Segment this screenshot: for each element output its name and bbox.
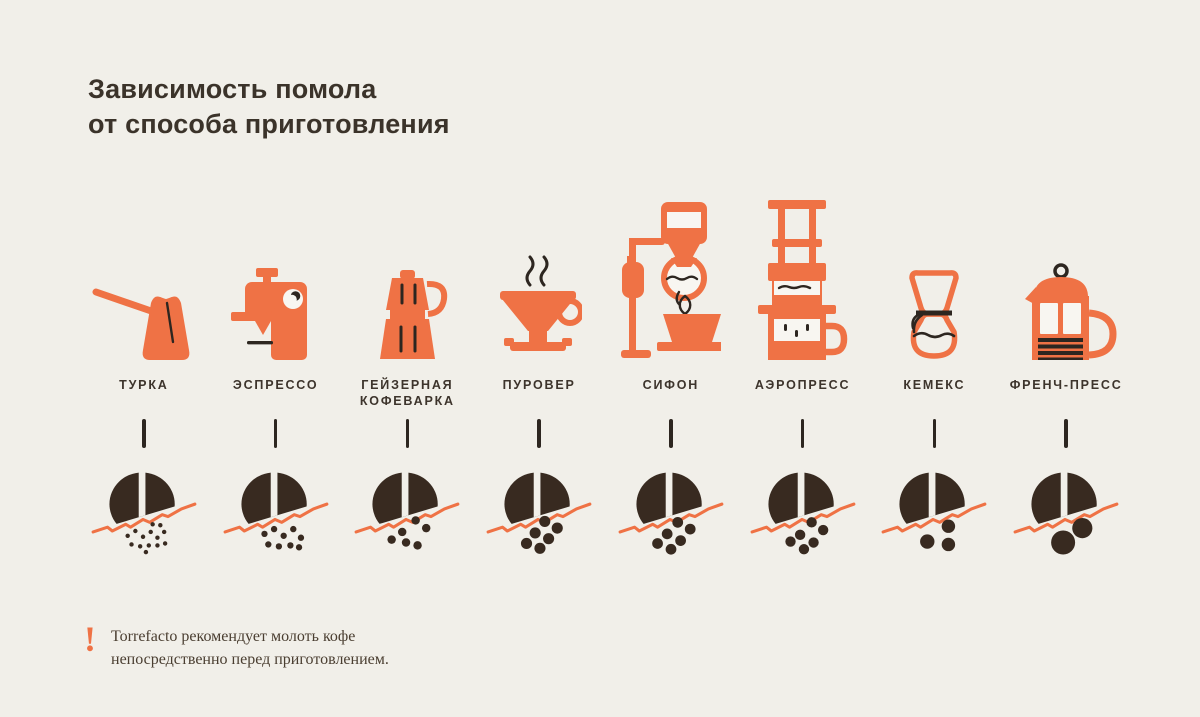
connector-line [932, 419, 937, 448]
method-label-line: КЕМЕКС [903, 378, 966, 392]
method-label: ЭСПРЕССО [233, 377, 318, 411]
exclamation-icon: ! [84, 619, 96, 659]
espresso-machine-icon [230, 268, 307, 360]
method-column: АЭРОПРЕСС [737, 190, 869, 557]
connector-line [800, 419, 805, 448]
brewing-device-icon-box [737, 190, 869, 360]
grind-bean-icon [354, 468, 460, 550]
method-label: ФРЕНЧ-ПРЕСС [1010, 377, 1123, 411]
connector-line [142, 419, 146, 448]
grind-dots [784, 517, 828, 555]
method-column: ЭСПРЕССО [210, 190, 342, 557]
method-label-line: ПУРОВЕР [502, 378, 576, 392]
method-label-line: ТУРКА [119, 378, 169, 392]
aeropress-icon [757, 200, 847, 360]
grind-bean-icon [618, 468, 724, 555]
footnote-line-1: Torrefacto рекомендует молоть кофе [111, 628, 356, 645]
method-label-line: КОФЕВАРКА [359, 394, 455, 408]
grind-bean-icon [223, 468, 329, 551]
title-line-2: от способа приготовления [88, 109, 450, 139]
connector-line [273, 419, 278, 448]
footnote-text: Torrefacto рекомендует молоть кофе непос… [111, 618, 389, 671]
method-label: КЕМЕКС [903, 377, 965, 411]
method-label-line: АЭРОПРЕСС [754, 378, 851, 392]
method-label-line: ЭСПРЕССО [232, 378, 319, 392]
method-label: ТУРКА [119, 377, 168, 411]
pour-over-icon [500, 255, 583, 351]
grind-dots [125, 522, 168, 555]
method-label: ГЕЙЗЕРНАЯ КОФЕВАРКА [360, 377, 455, 411]
brewing-device-icon-box [869, 190, 1001, 360]
method-column: ФРЕНЧ-ПРЕСС [1000, 190, 1132, 557]
grind-bean-icon [1013, 468, 1119, 555]
brewing-device-icon-box [473, 190, 605, 360]
methods-row: ТУРКА ЭСПРЕССО [78, 190, 1132, 557]
method-column: ТУРКА [78, 190, 210, 557]
siphon-icon [620, 202, 721, 358]
connector-line [537, 419, 541, 448]
grind-dots [260, 525, 304, 551]
brewing-device-icon-box [210, 190, 342, 360]
brewing-device-icon-box [605, 190, 737, 360]
method-column: СИФОН [605, 190, 737, 557]
page-title: Зависимость помола от способа приготовлен… [88, 72, 450, 142]
method-column: ПУРОВЕР [473, 190, 605, 557]
moka-pot-icon [379, 270, 448, 359]
method-column: КЕМЕКС [869, 190, 1001, 557]
cezve-icon [92, 288, 190, 360]
connector-line [1064, 419, 1068, 448]
grind-dots [1051, 518, 1093, 555]
title-line-1: Зависимость помола [88, 74, 377, 104]
method-column: ГЕЙЗЕРНАЯ КОФЕВАРКА [342, 190, 474, 557]
connector-line [669, 419, 673, 448]
grind-dots [521, 515, 563, 554]
brewing-device-icon-box [1000, 190, 1132, 360]
chemex-icon [909, 270, 960, 359]
method-label: ПУРОВЕР [503, 377, 576, 411]
connector-line [405, 419, 410, 448]
grind-dots [920, 519, 956, 552]
brewing-device-icon-box [342, 190, 474, 360]
grind-dots [387, 516, 431, 550]
method-label: АЭРОПРЕСС [755, 377, 850, 411]
method-label-line: ФРЕНЧ-ПРЕСС [1009, 378, 1123, 392]
method-label-line: ГЕЙЗЕРНАЯ [361, 378, 454, 392]
footnote: ! Torrefacto рекомендует молоть кофе неп… [84, 618, 389, 671]
grind-bean-icon [91, 468, 197, 555]
method-label-line: СИФОН [642, 378, 700, 392]
grind-dots [652, 516, 696, 555]
brewing-device-icon-box [78, 190, 210, 360]
method-label: СИФОН [643, 377, 699, 411]
grind-bean-icon [750, 468, 856, 555]
french-press-icon [1025, 263, 1117, 360]
grind-bean-icon [881, 468, 987, 552]
grind-bean-icon [486, 468, 592, 554]
footnote-line-2: непосредственно перед приготовлением. [111, 651, 389, 668]
